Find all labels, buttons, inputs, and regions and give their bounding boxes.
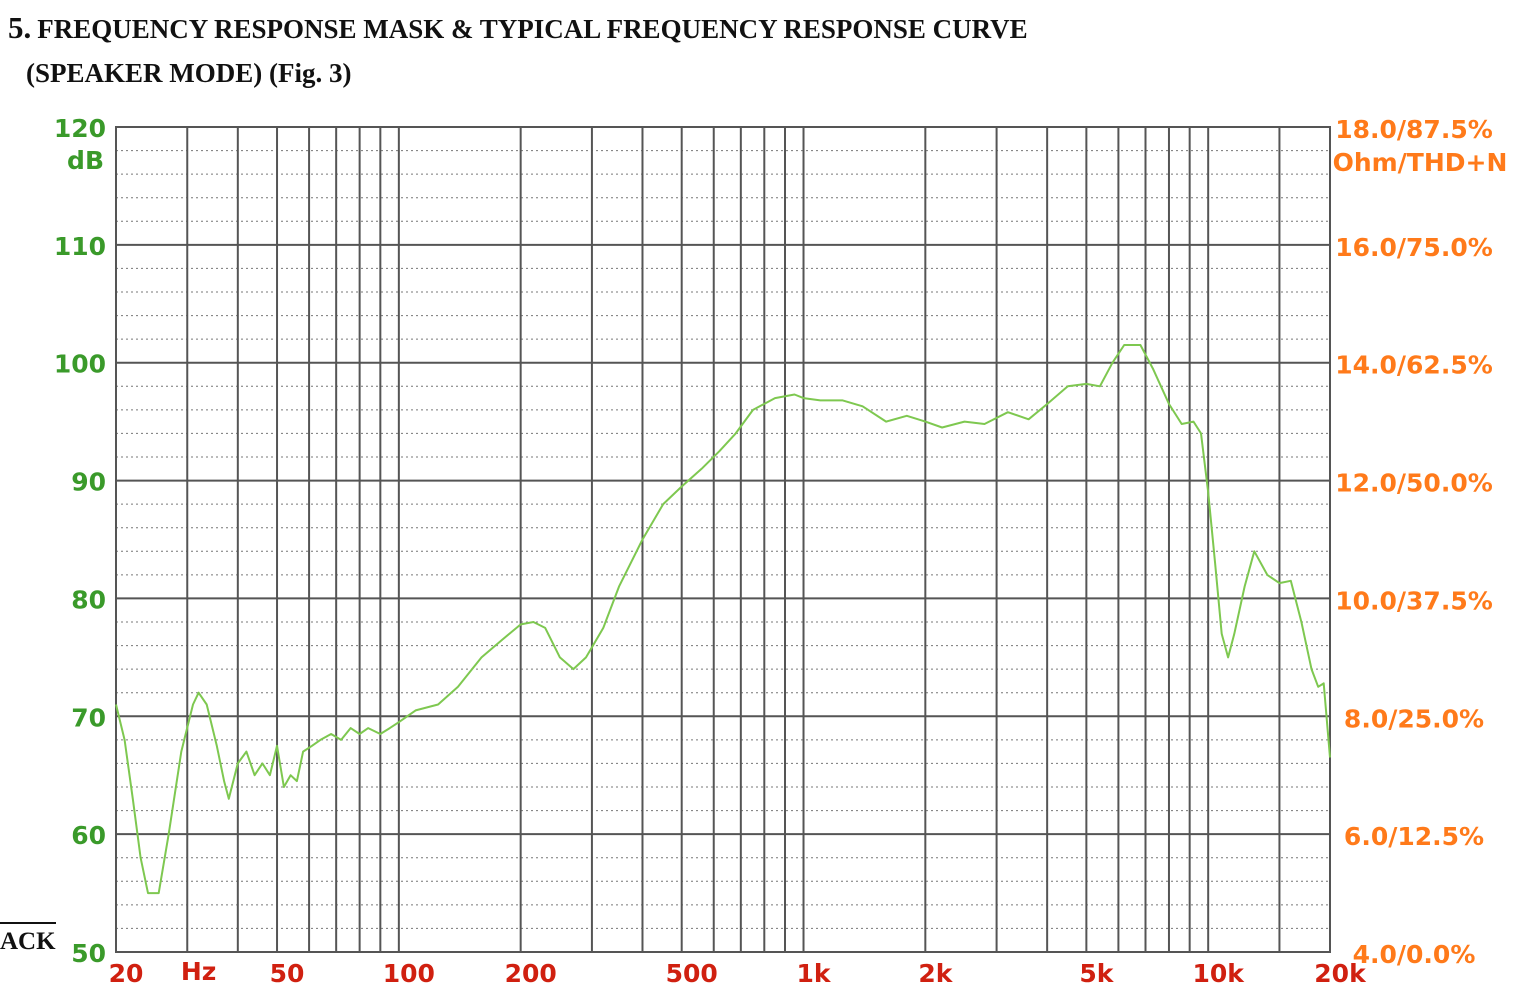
section-number: 5. [8,10,32,45]
section-heading: 5. FREQUENCY RESPONSE MASK & TYPICAL FREQ… [8,10,1028,46]
x-axis-tick-label: 5k [1079,959,1114,988]
right-axis-tick-label: 14.0/62.5% [1335,351,1493,380]
x-axis-tick-label: 10k [1192,959,1245,988]
left-axis-tick-label: 60 [71,821,106,850]
x-axis-tick-label: 2k [918,959,953,988]
x-axis-tick-label: 200 [505,959,557,988]
right-axis-tick-label: 4.0/0.0% [1353,940,1476,969]
left-axis-tick-label: 80 [71,585,106,614]
x-axis-tick-label: 1k [797,959,832,988]
right-axis-tick-label: 16.0/75.0% [1335,233,1493,262]
x-axis-tick-label: 50 [270,959,305,988]
left-axis-tick-label: 110 [54,232,106,261]
section-subtitle: (SPEAKER MODE) (Fig. 3) [26,58,352,88]
right-axis-tick-label: 6.0/12.5% [1344,822,1484,851]
right-axis-unit: Ohm/THD+N [1333,148,1508,177]
section-title: FREQUENCY RESPONSE MASK & TYPICAL FREQUE… [37,14,1028,44]
right-axis-tick-label: 18.0/87.5% [1335,115,1493,144]
back-link-fragment[interactable]: ACK [0,922,56,960]
right-axis-tick-label: 12.0/50.0% [1335,469,1493,498]
plot-frame [115,126,1331,953]
left-axis-tick-label: 120 [54,114,106,143]
right-axis-tick-label: 10.0/37.5% [1335,586,1493,615]
x-axis-tick-label: 500 [666,959,718,988]
left-axis-unit: dB [67,146,104,175]
left-axis-tick-label: 90 [71,468,106,497]
right-axis-labels: 18.0/87.5% 16.0/75.0% 14.0/62.5% 12.0/50.0%… [1333,115,1508,969]
x-axis-tick-label: 100 [383,959,435,988]
left-axis-tick-label: 50 [71,939,106,968]
minor-gridlines [116,150,1330,929]
major-gridlines [116,127,1330,952]
frequency-response-curve [115,344,1331,895]
x-axis-tick-label: 20k [1314,959,1367,988]
left-axis-labels: 120 110 100 90 80 70 60 50 dB [54,114,106,968]
x-axis-unit: Hz [181,957,216,986]
left-axis-tick-label: 70 [71,703,106,732]
right-axis-tick-label: 8.0/25.0% [1344,704,1484,733]
left-axis-tick-label: 100 [54,350,106,379]
x-axis-labels: 20 50 100 200 500 1k 2k 5k 10k 20k Hz [109,957,1367,988]
x-axis-tick-label: 20 [109,959,144,988]
